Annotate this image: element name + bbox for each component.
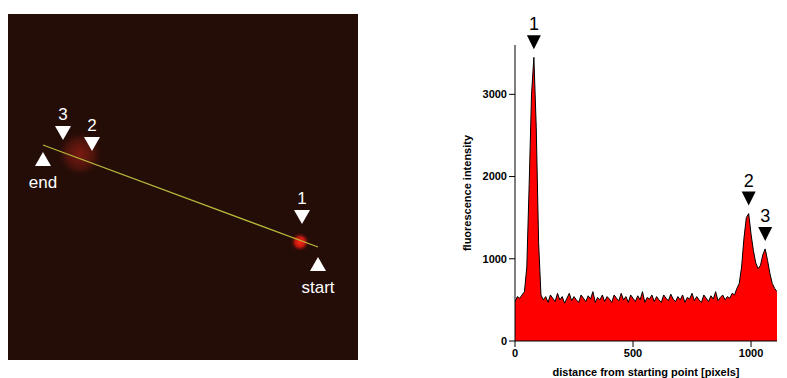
svg-text:1000: 1000 [739,347,763,359]
svg-text:distance from starting point [: distance from starting point [pixels] [552,366,739,378]
svg-text:500: 500 [624,347,642,359]
svg-text:3: 3 [58,105,67,124]
svg-text:end: end [29,173,57,192]
svg-text:1000: 1000 [483,253,507,265]
svg-text:0: 0 [512,347,518,359]
svg-text:2: 2 [87,116,96,135]
svg-text:1: 1 [529,14,539,34]
svg-text:fluorescence intensity: fluorescence intensity [461,134,473,251]
svg-text:2000: 2000 [483,170,507,182]
svg-text:2: 2 [744,171,754,191]
svg-text:3000: 3000 [483,88,507,100]
svg-text:start: start [301,278,334,297]
svg-text:1: 1 [297,189,306,208]
svg-text:0: 0 [501,335,507,347]
svg-text:3: 3 [760,206,770,226]
